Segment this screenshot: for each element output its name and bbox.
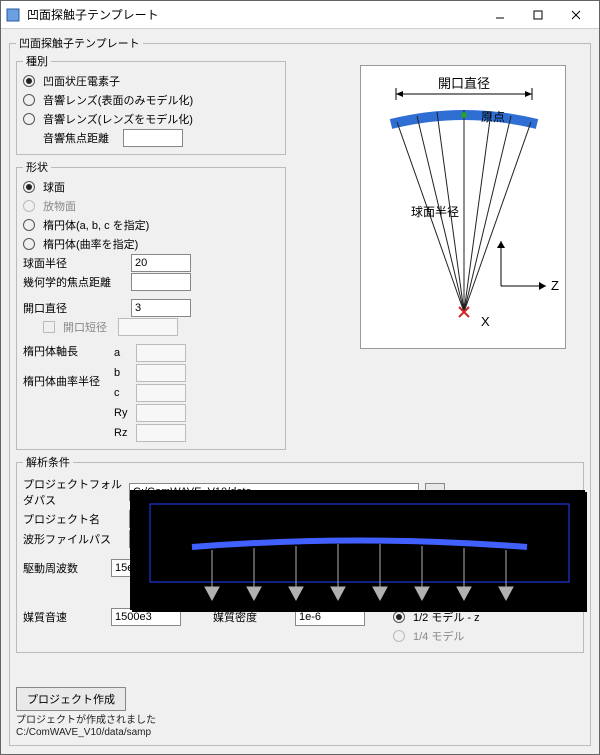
shape-opt3-label: 楕円体(a, b, c を指定) — [43, 217, 149, 233]
diagram-axis-x: X — [481, 314, 490, 329]
sphere-radius-label: 球面半径 — [23, 255, 127, 271]
focal-label: 音響焦点距離 — [43, 130, 109, 146]
aperture-diam-label: 開口直径 — [23, 300, 127, 316]
ax-a: a — [114, 347, 132, 359]
sound-speed-label: 媒質音速 — [23, 609, 99, 625]
close-button[interactable] — [557, 3, 595, 27]
shape-opt1-radio[interactable] — [23, 181, 35, 193]
render-preview — [130, 490, 585, 610]
ax-c: c — [114, 387, 132, 399]
ax-c-input — [136, 384, 186, 402]
probe-diagram: 開口直径 原点 球面半径 — [360, 65, 566, 349]
ax-b-input — [136, 364, 186, 382]
ax-ry: Ry — [114, 407, 132, 419]
proj-name-label: プロジェクト名 — [23, 511, 123, 527]
wave-path-label: 波形ファイルパス — [23, 531, 123, 547]
window-title: 凹面探触子テンプレート — [27, 6, 159, 23]
type-opt1-label: 凹面状圧電素子 — [43, 73, 120, 89]
create-project-button[interactable]: プロジェクト作成 — [16, 687, 126, 711]
geo-focal-label: 幾何学的焦点距離 — [23, 274, 127, 290]
shape-opt4-label: 楕円体(曲率を指定) — [43, 236, 138, 252]
shape-opt2-radio — [23, 200, 35, 212]
ellip-axis-label: 楕円体軸長 — [23, 343, 100, 359]
model-quarter-label: 1/4 モデル — [413, 628, 464, 644]
aperture-diam-input[interactable] — [131, 299, 191, 317]
outer-group: 凹面探触子テンプレート 開口直径 — [9, 35, 591, 746]
diagram-origin-label: 原点 — [481, 110, 505, 124]
type-opt2-radio[interactable] — [23, 94, 35, 106]
shape-legend: 形状 — [23, 159, 51, 175]
model-halfz-radio[interactable] — [393, 611, 405, 623]
window-body: 凹面探触子テンプレート 開口直径 — [1, 29, 599, 754]
ax-b: b — [114, 367, 132, 379]
type-opt2-label: 音響レンズ(表面のみモデル化) — [43, 92, 193, 108]
ax-rz-input — [136, 424, 186, 442]
diagram-axis-z: Z — [551, 278, 559, 293]
maximize-button[interactable] — [519, 3, 557, 27]
status-line1: プロジェクトが作成されました — [16, 715, 156, 726]
type-opt3-label: 音響レンズ(レンズをモデル化) — [43, 111, 193, 127]
aperture-short-label: 開口短径 — [63, 319, 107, 335]
ax-ry-input — [136, 404, 186, 422]
status-line2: C:/ComWAVE_V10/data/samp — [16, 727, 151, 738]
shape-opt1-label: 球面 — [43, 179, 65, 195]
proj-folder-label: プロジェクトフォルダパス — [23, 476, 123, 508]
minimize-button[interactable] — [481, 3, 519, 27]
analysis-legend: 解析条件 — [23, 454, 73, 470]
diagram-aperture-label: 開口直径 — [438, 76, 490, 91]
ax-rz: Rz — [114, 427, 132, 439]
titlebar: 凹面探触子テンプレート — [1, 1, 599, 29]
ax-a-input — [136, 344, 186, 362]
aperture-short-check — [43, 321, 55, 333]
focal-input[interactable] — [123, 129, 183, 147]
model-quarter-radio — [393, 630, 405, 642]
aperture-short-input — [118, 318, 178, 336]
shape-opt3-radio[interactable] — [23, 219, 35, 231]
shape-group: 形状 球面 放物面 楕円体(a, b, c を指定) 楕円体(曲率を指定) 球面… — [16, 159, 286, 450]
status-text: プロジェクトが作成されました C:/ComWAVE_V10/data/samp — [16, 715, 584, 739]
type-opt3-radio[interactable] — [23, 113, 35, 125]
shape-opt2-label: 放物面 — [43, 198, 76, 214]
type-legend: 種別 — [23, 53, 51, 69]
app-window: 凹面探触子テンプレート 凹面探触子テンプレート 開口直径 — [0, 0, 600, 755]
shape-opt4-radio[interactable] — [23, 238, 35, 250]
app-icon — [5, 7, 21, 23]
geo-focal-input[interactable] — [131, 273, 191, 291]
drive-freq-label: 駆動周波数 — [23, 560, 99, 576]
type-opt1-radio[interactable] — [23, 75, 35, 87]
type-group: 種別 凹面状圧電素子 音響レンズ(表面のみモデル化) 音響レンズ(レンズをモデル… — [16, 53, 286, 155]
outer-legend: 凹面探触子テンプレート — [16, 35, 143, 51]
sphere-radius-input[interactable] — [131, 254, 191, 272]
diagram-sphere-label: 球面半径 — [411, 205, 459, 219]
ellip-curv-label: 楕円体曲率半径 — [23, 373, 100, 389]
